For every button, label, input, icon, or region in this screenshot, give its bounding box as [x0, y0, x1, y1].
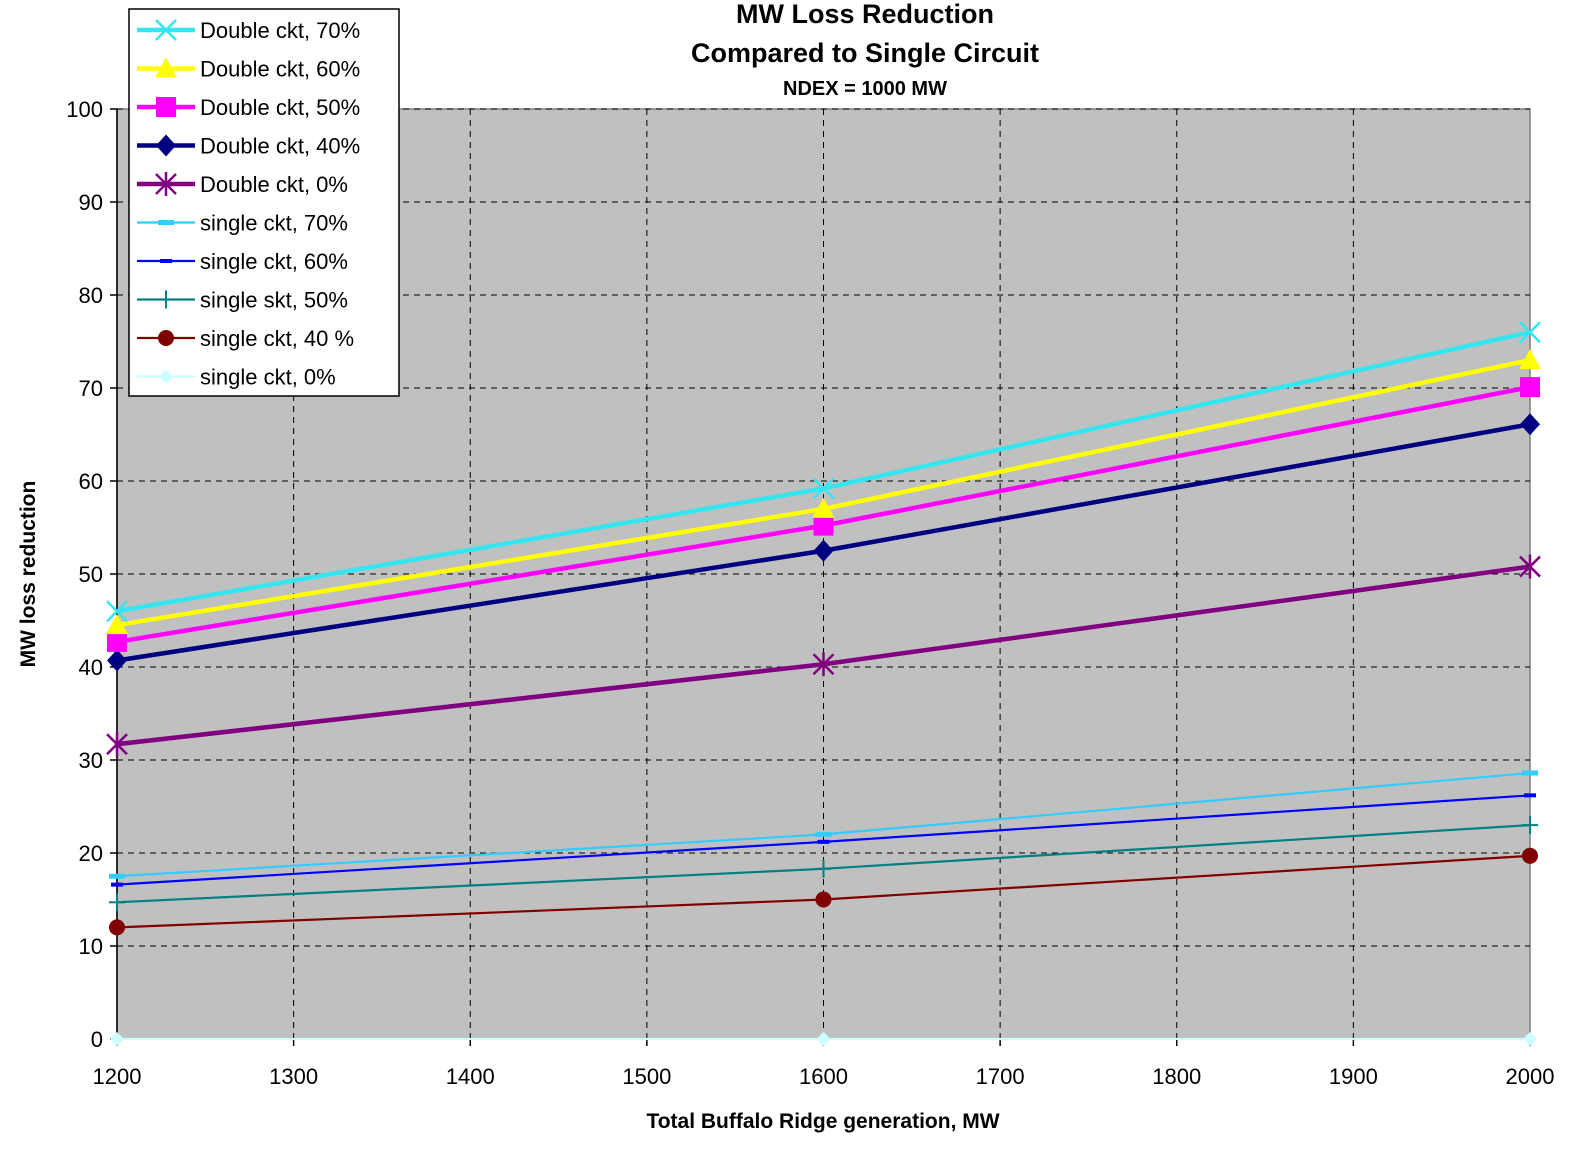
- data-point: [812, 652, 835, 677]
- x-tick-label: 1700: [976, 1064, 1025, 1089]
- legend-item: Double ckt, 0%: [137, 172, 348, 197]
- data-point: [109, 919, 125, 936]
- data-point: [813, 515, 834, 536]
- legend-swatch-marker: [155, 19, 177, 41]
- series-double-ckt-60: [106, 349, 1541, 635]
- data-point: [1519, 349, 1541, 370]
- data-point: [815, 831, 832, 837]
- x-tick-label: 1200: [93, 1064, 142, 1089]
- legend-label: Double ckt, 60%: [200, 57, 360, 82]
- legend-label: Double ckt, 40%: [200, 134, 360, 159]
- legend-swatch-marker: [158, 220, 174, 225]
- legend-swatch-marker: [159, 369, 173, 384]
- y-axis-label: MW loss reduction: [17, 481, 40, 668]
- data-point: [1522, 847, 1538, 864]
- x-tick-label: 1500: [622, 1064, 671, 1089]
- series-single-skt-50: [109, 816, 1538, 912]
- legend-item: Double ckt, 50%: [137, 95, 360, 120]
- y-tick-label: 10: [79, 934, 103, 959]
- data-point: [815, 891, 832, 908]
- data-point: [107, 649, 127, 672]
- series-single-ckt-70: [109, 770, 1538, 879]
- data-point: [817, 839, 830, 844]
- legend-label: single ckt, 40 %: [200, 326, 354, 351]
- series-single-ckt-60: [111, 793, 1536, 887]
- y-tick-label: 40: [79, 655, 103, 680]
- legend-item: Double ckt, 60%: [137, 57, 360, 82]
- legend-label: Double ckt, 70%: [200, 18, 360, 43]
- legend-swatch-marker: [158, 330, 174, 346]
- y-tick-label: 60: [79, 469, 103, 494]
- chart-subtitle: NDEX = 1000 MW: [783, 78, 947, 100]
- tick-labels: 0 10 20 30 40 50 60 70 80 90 100 1200 1300 1400 1500 16…: [66, 97, 1554, 1089]
- legend-item: single ckt, 40 %: [137, 326, 354, 351]
- x-tick-label: 1800: [1152, 1064, 1201, 1089]
- y-tick-label: 30: [79, 748, 103, 773]
- legend-swatch-marker: [156, 134, 176, 157]
- data-point: [109, 873, 125, 879]
- data-point: [1520, 413, 1540, 436]
- x-tick-label: 1900: [1329, 1064, 1378, 1089]
- y-tick-label: 70: [79, 376, 103, 401]
- data-point: [1519, 554, 1541, 579]
- data-point: [816, 1032, 831, 1046]
- legend-label: single ckt, 70%: [200, 211, 348, 236]
- data-point: [106, 600, 128, 623]
- series-single-ckt-40: [109, 847, 1538, 936]
- legend-item: single ckt, 0%: [137, 365, 336, 390]
- series-double-ckt-50: [107, 377, 1540, 652]
- legend-item: single ckt, 60%: [137, 249, 348, 274]
- legend-swatch-marker: [155, 172, 177, 196]
- legend-label: Double ckt, 50%: [200, 95, 360, 120]
- data-point: [106, 614, 128, 635]
- legend-swatch-marker: [155, 57, 177, 78]
- series-double-ckt-70: [106, 321, 1541, 623]
- legend-swatch-marker: [156, 97, 176, 117]
- y-tick-label: 100: [66, 97, 103, 122]
- y-tick-label: 90: [79, 190, 103, 215]
- data-point: [1522, 770, 1538, 776]
- legend-label: single ckt, 60%: [200, 249, 348, 274]
- data-point: [109, 893, 125, 912]
- data-point: [1519, 321, 1541, 344]
- data-point: [107, 631, 127, 652]
- legend-label: Double ckt, 0%: [200, 172, 348, 197]
- data-point: [110, 1032, 124, 1046]
- data-point: [1523, 1032, 1537, 1046]
- series-double-ckt-0: [106, 554, 1541, 757]
- data-point: [815, 859, 832, 878]
- chart-title-line2: Compared to Single Circuit: [691, 38, 1039, 68]
- series-double-ckt-40: [107, 413, 1540, 672]
- legend-swatch-marker: [158, 290, 174, 309]
- legend-label: single ckt, 0%: [200, 365, 336, 390]
- y-tick-label: 80: [79, 283, 103, 308]
- data-point: [812, 497, 835, 518]
- y-tick-label: 50: [79, 562, 103, 587]
- legend-item: single ckt, 70%: [137, 211, 348, 236]
- data-point: [812, 477, 835, 500]
- series-group: [106, 321, 1541, 1046]
- x-tick-label: 1400: [446, 1064, 495, 1089]
- legend-item: Double ckt, 70%: [137, 18, 360, 43]
- legend-label: single skt, 50%: [200, 288, 348, 313]
- data-point: [111, 882, 123, 887]
- x-axis-label: Total Buffalo Ridge generation, MW: [646, 1110, 999, 1133]
- legend-item: single skt, 50%: [137, 288, 348, 313]
- data-point: [1524, 793, 1536, 798]
- x-tick-label: 1600: [799, 1064, 848, 1089]
- legend-swatch-marker: [160, 259, 172, 263]
- legend: Double ckt, 70% Double ckt, 60% Double ckt…: [128, 8, 400, 397]
- data-point: [106, 732, 128, 757]
- legend-item: Double ckt, 40%: [137, 134, 360, 159]
- data-point: [813, 539, 834, 562]
- series-single-ckt-0: [110, 1032, 1537, 1046]
- y-tick-label: 20: [79, 841, 103, 866]
- x-tick-label: 1300: [269, 1064, 318, 1089]
- data-point: [1520, 377, 1540, 398]
- y-tick-label: 0: [91, 1027, 103, 1052]
- data-point: [1522, 816, 1538, 835]
- chart-title: MW Loss Reduction: [736, 0, 994, 29]
- x-tick-label: 2000: [1506, 1064, 1555, 1089]
